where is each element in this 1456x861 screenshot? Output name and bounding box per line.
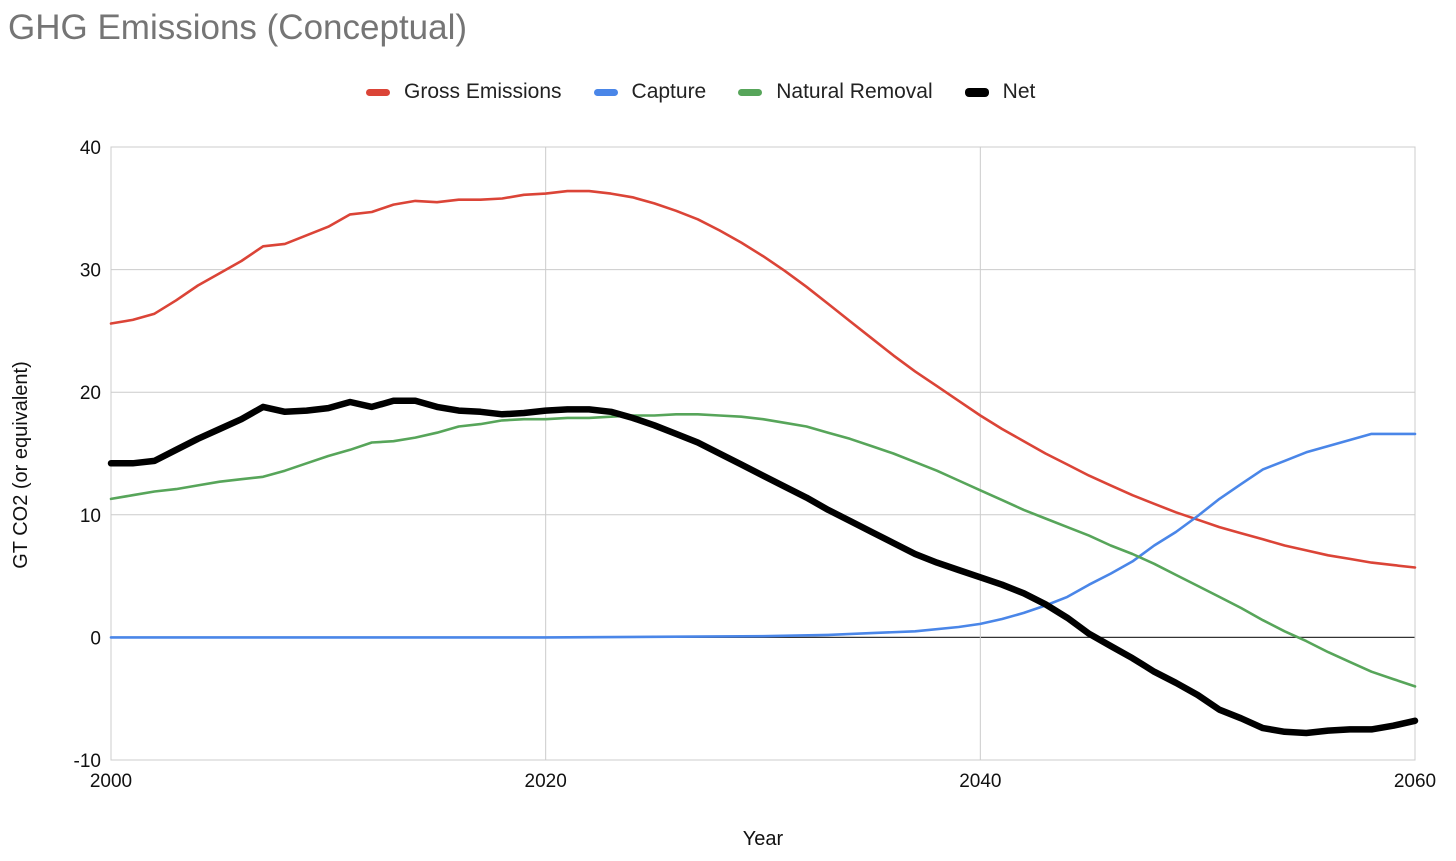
legend-item-capture[interactable]: Capture <box>593 80 707 104</box>
series-line-natural-removal[interactable] <box>109 413 1417 688</box>
series-line-gross-emissions[interactable] <box>109 189 1417 569</box>
legend-swatch-capture <box>593 88 618 96</box>
series-lines <box>107 189 1419 737</box>
legend-item-gross-emissions[interactable]: Gross Emissions <box>366 80 562 104</box>
chart-title: GHG Emissions (Conceptual) <box>8 8 468 47</box>
gridlines <box>110 146 1416 761</box>
x-tick-label: 2000 <box>90 771 132 792</box>
y-tick-label: 0 <box>90 628 101 649</box>
y-tick-label: 20 <box>80 383 101 404</box>
legend-swatch-net <box>964 87 989 97</box>
y-tick-label: -10 <box>74 751 101 772</box>
y-tick-label: 10 <box>80 506 101 527</box>
legend-label-gross-emissions: Gross Emissions <box>404 80 562 103</box>
x-axis-title: Year <box>743 828 784 850</box>
x-tick-label: 2040 <box>959 771 1001 792</box>
x-tick-label: 2020 <box>525 771 567 792</box>
x-tick-label: 2060 <box>1394 771 1436 792</box>
legend-item-natural-removal[interactable]: Natural Removal <box>738 80 933 104</box>
legend: Gross Emissions Capture Natural Removal … <box>366 80 1067 104</box>
legend-label-natural-removal: Natural Removal <box>776 80 933 103</box>
legend-swatch-gross-emissions <box>366 88 390 96</box>
axes: -10 0 10 20 30 40 2000 2020 2040 2060 <box>74 138 1437 792</box>
y-tick-label: 40 <box>80 138 101 159</box>
legend-label-net: Net <box>1002 80 1036 103</box>
legend-swatch-natural-removal <box>738 88 763 96</box>
legend-label-capture: Capture <box>631 80 707 103</box>
series-line-capture[interactable] <box>109 432 1417 639</box>
series-line-net[interactable] <box>107 397 1419 737</box>
y-axis-title: GT CO2 (or equivalent) <box>10 361 32 569</box>
y-tick-label: 30 <box>80 261 101 282</box>
plot-border <box>110 146 1416 761</box>
legend-item-net[interactable]: Net <box>964 80 1036 104</box>
